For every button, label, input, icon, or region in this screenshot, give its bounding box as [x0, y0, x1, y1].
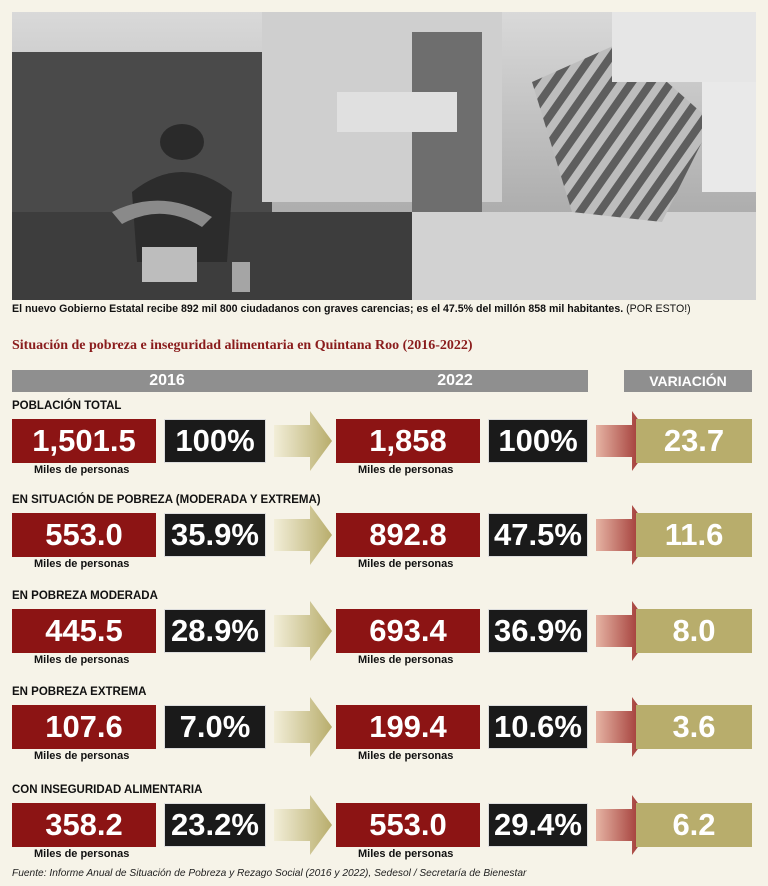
value-2016: 358.2	[12, 803, 156, 847]
caption-credit: (POR ESTO!)	[626, 303, 691, 315]
row-label: CON INSEGURIDAD ALIMENTARIA	[12, 784, 203, 796]
percent-2022: 29.4%	[488, 803, 588, 847]
unit-label-2016: Miles de personas	[34, 848, 130, 860]
percent-2022: 100%	[488, 419, 588, 463]
percent-2016: 100%	[164, 419, 266, 463]
value-2016: 1,501.5	[12, 419, 156, 463]
unit-label-2022: Miles de personas	[358, 654, 454, 666]
percent-2016: 7.0%	[164, 705, 266, 749]
arrow-right-icon	[274, 411, 332, 471]
unit-label-2022: Miles de personas	[358, 464, 454, 476]
unit-label-2022: Miles de personas	[358, 558, 454, 570]
value-2022: 1,858	[336, 419, 480, 463]
arrow-right-icon	[274, 697, 332, 757]
variation-value: 11.6	[636, 513, 752, 557]
arrow-right-icon	[274, 505, 332, 565]
percent-2016: 28.9%	[164, 609, 266, 653]
caption-text: El nuevo Gobierno Estatal recibe 892 mil…	[12, 303, 624, 315]
header-variation: VARIACIÓN	[624, 370, 752, 392]
value-2016: 107.6	[12, 705, 156, 749]
percent-2016: 23.2%	[164, 803, 266, 847]
row-label: EN SITUACIÓN DE POBREZA (MODERADA Y EXTR…	[12, 494, 321, 506]
chart-title: Situación de pobreza e inseguridad alime…	[12, 338, 473, 353]
row-label: EN POBREZA EXTREMA	[12, 686, 147, 698]
arrow-right-icon	[274, 795, 332, 855]
unit-label-2022: Miles de personas	[358, 750, 454, 762]
header-2016: 2016	[12, 370, 322, 392]
unit-label-2016: Miles de personas	[34, 464, 130, 476]
unit-label-2016: Miles de personas	[34, 750, 130, 762]
row-label: EN POBREZA MODERADA	[12, 590, 158, 602]
photo-caption: El nuevo Gobierno Estatal recibe 892 mil…	[12, 303, 762, 315]
arrow-right-icon	[274, 601, 332, 661]
unit-label-2016: Miles de personas	[34, 654, 130, 666]
source-note: Fuente: Informe Anual de Situación de Po…	[12, 868, 527, 879]
percent-2016: 35.9%	[164, 513, 266, 557]
unit-label-2022: Miles de personas	[358, 848, 454, 860]
value-2022: 892.8	[336, 513, 480, 557]
variation-value: 23.7	[636, 419, 752, 463]
header-2022: 2022	[322, 370, 588, 392]
value-2016: 553.0	[12, 513, 156, 557]
row-label: POBLACIÓN TOTAL	[12, 400, 122, 412]
variation-value: 8.0	[636, 609, 752, 653]
variation-value: 3.6	[636, 705, 752, 749]
percent-2022: 36.9%	[488, 609, 588, 653]
value-2022: 199.4	[336, 705, 480, 749]
news-photo	[12, 12, 756, 300]
value-2022: 553.0	[336, 803, 480, 847]
percent-2022: 47.5%	[488, 513, 588, 557]
unit-label-2016: Miles de personas	[34, 558, 130, 570]
value-2022: 693.4	[336, 609, 480, 653]
value-2016: 445.5	[12, 609, 156, 653]
percent-2022: 10.6%	[488, 705, 588, 749]
variation-value: 6.2	[636, 803, 752, 847]
